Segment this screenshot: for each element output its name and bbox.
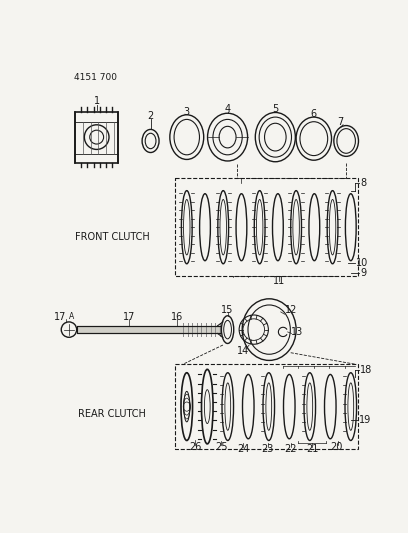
Text: 13: 13 — [291, 327, 303, 337]
Text: 20: 20 — [331, 442, 343, 453]
Text: REAR CLUTCH: REAR CLUTCH — [78, 409, 146, 419]
Text: 21: 21 — [306, 444, 319, 454]
Text: 2: 2 — [147, 110, 154, 120]
Text: 16: 16 — [171, 311, 183, 321]
Bar — [75, 112, 118, 163]
Text: FRONT CLUTCH: FRONT CLUTCH — [75, 232, 149, 242]
Text: 18: 18 — [360, 365, 372, 375]
Text: 5: 5 — [272, 103, 278, 114]
Text: 26: 26 — [189, 442, 202, 453]
Text: 22: 22 — [284, 444, 297, 454]
Text: 17: 17 — [123, 311, 135, 321]
Text: 9: 9 — [360, 269, 366, 278]
Text: 4: 4 — [224, 103, 231, 114]
Text: 17: 17 — [53, 311, 66, 321]
Text: 23: 23 — [262, 444, 274, 454]
Text: 24: 24 — [237, 444, 249, 454]
Text: 12: 12 — [284, 304, 297, 314]
Text: 4151 700: 4151 700 — [73, 74, 117, 82]
Text: 14: 14 — [237, 346, 249, 356]
Text: A: A — [69, 312, 74, 321]
Bar — [175, 178, 359, 277]
Text: 15: 15 — [222, 304, 234, 314]
Text: 8: 8 — [360, 179, 366, 188]
Text: 25: 25 — [215, 442, 228, 453]
Text: 10: 10 — [356, 257, 368, 268]
Text: 1: 1 — [93, 96, 100, 106]
Text: 6: 6 — [311, 109, 317, 119]
Bar — [78, 326, 220, 334]
Text: 7: 7 — [338, 117, 344, 127]
Bar — [175, 364, 359, 449]
Text: 11: 11 — [273, 276, 285, 286]
Text: 3: 3 — [184, 107, 190, 117]
Text: 19: 19 — [359, 415, 371, 425]
